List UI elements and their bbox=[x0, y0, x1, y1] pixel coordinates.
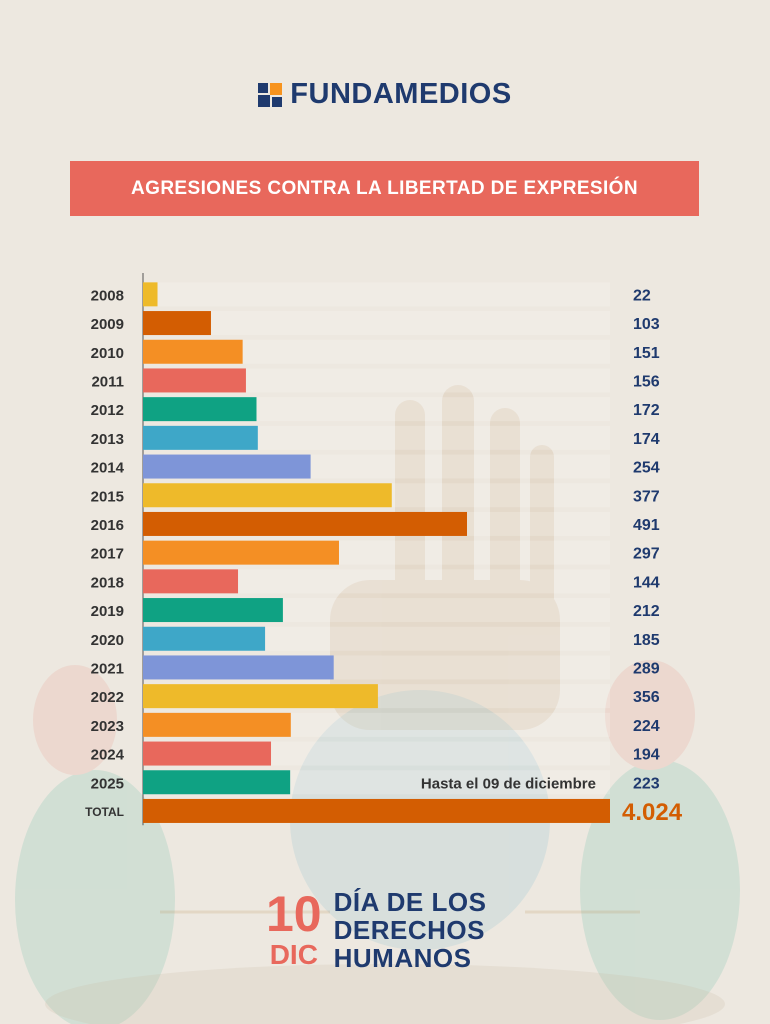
bar-2018 bbox=[143, 569, 239, 594]
bar-2014 bbox=[143, 454, 311, 479]
tick-label-2011: 2011 bbox=[91, 373, 124, 390]
bar-2024 bbox=[143, 741, 272, 766]
tick-label-2024: 2024 bbox=[91, 747, 125, 764]
value-label-2025: 223 bbox=[633, 775, 660, 792]
fundamedios-logo-icon bbox=[258, 82, 283, 107]
bar-2011 bbox=[143, 368, 246, 393]
bar-chart: 2008 22 2009 103 2010 151 2011 156 2012 172 2013 17… bbox=[85, 273, 683, 826]
bar-track bbox=[143, 311, 610, 336]
event-line-3: HUMANOS bbox=[333, 943, 472, 973]
value-label-2008: 22 bbox=[633, 287, 651, 304]
bar-2020 bbox=[143, 626, 266, 651]
value-label-2024: 194 bbox=[633, 747, 660, 764]
bar-2009 bbox=[143, 311, 211, 336]
value-label-2016: 491 bbox=[633, 517, 660, 534]
value-label-2013: 174 bbox=[633, 431, 660, 448]
date-block: 10 DIC bbox=[266, 888, 322, 970]
value-label-2021: 289 bbox=[633, 660, 660, 677]
tick-label-2010: 2010 bbox=[91, 345, 124, 362]
value-label-2015: 377 bbox=[633, 488, 660, 505]
bar-2008 bbox=[143, 282, 158, 307]
brand-name: FUNDAMEDIOS bbox=[290, 78, 512, 110]
value-label-2011: 156 bbox=[633, 373, 660, 390]
value-label-2017: 297 bbox=[633, 546, 660, 563]
annotation: Hasta el 09 de diciembre bbox=[421, 775, 596, 792]
event-line-1: DÍA DE LOS bbox=[333, 887, 487, 917]
bar-track bbox=[143, 282, 610, 307]
value-label-2014: 254 bbox=[633, 460, 660, 477]
tick-label-2020: 2020 bbox=[91, 632, 124, 649]
tick-label-2013: 2013 bbox=[91, 431, 124, 448]
value-label-2023: 224 bbox=[633, 718, 660, 735]
bar-2015 bbox=[143, 483, 392, 508]
value-label-2022: 356 bbox=[633, 689, 660, 706]
tick-label-2015: 2015 bbox=[91, 488, 124, 505]
bar-2021 bbox=[143, 655, 334, 680]
value-label-2009: 103 bbox=[633, 316, 660, 333]
value-label-2012: 172 bbox=[633, 402, 660, 419]
value-label-2010: 151 bbox=[633, 345, 660, 362]
tick-label-2009: 2009 bbox=[91, 316, 124, 333]
chart-title: AGRESIONES CONTRA LA LIBERTAD DE EXPRESI… bbox=[131, 177, 638, 199]
event-month: DIC bbox=[269, 939, 318, 970]
tick-label-2012: 2012 bbox=[91, 402, 124, 419]
value-label-2018: 144 bbox=[633, 574, 660, 591]
value-label-2020: 185 bbox=[633, 632, 660, 649]
tick-label-2022: 2022 bbox=[91, 689, 124, 706]
tick-label-2016: 2016 bbox=[91, 517, 124, 534]
tick-label-2019: 2019 bbox=[91, 603, 124, 620]
bar-2017 bbox=[143, 540, 339, 565]
footer-event: 10 DIC DÍA DE LOS DERECHOS HUMANOS bbox=[266, 888, 486, 978]
bar-2012 bbox=[143, 397, 257, 422]
tick-label-total: TOTAL bbox=[85, 805, 124, 819]
bar-2023 bbox=[143, 712, 291, 737]
value-label-2019: 212 bbox=[633, 603, 660, 620]
bar-2010 bbox=[143, 339, 243, 364]
logo: FUNDAMEDIOS bbox=[0, 78, 770, 111]
event-line-2: DERECHOS bbox=[333, 915, 485, 945]
tick-label-2025: 2025 bbox=[91, 775, 124, 792]
bar-2019 bbox=[143, 598, 283, 623]
bar-2016 bbox=[143, 511, 467, 536]
event-day: 10 bbox=[266, 886, 322, 942]
tick-label-2018: 2018 bbox=[91, 574, 124, 591]
bar-2025 bbox=[143, 770, 291, 795]
bar-2022 bbox=[143, 684, 378, 709]
event-title: DÍA DE LOS DERECHOS HUMANOS bbox=[334, 888, 487, 972]
total-value-label: 4.024 bbox=[622, 799, 683, 826]
title-banner: AGRESIONES CONTRA LA LIBERTAD DE EXPRESI… bbox=[70, 161, 699, 216]
tick-label-2014: 2014 bbox=[91, 460, 125, 477]
tick-label-2021: 2021 bbox=[91, 660, 124, 677]
bar-2013 bbox=[143, 425, 258, 450]
bar-total bbox=[143, 798, 610, 823]
tick-label-2008: 2008 bbox=[91, 287, 124, 304]
tick-label-2017: 2017 bbox=[91, 546, 124, 563]
tick-label-2023: 2023 bbox=[91, 718, 124, 735]
